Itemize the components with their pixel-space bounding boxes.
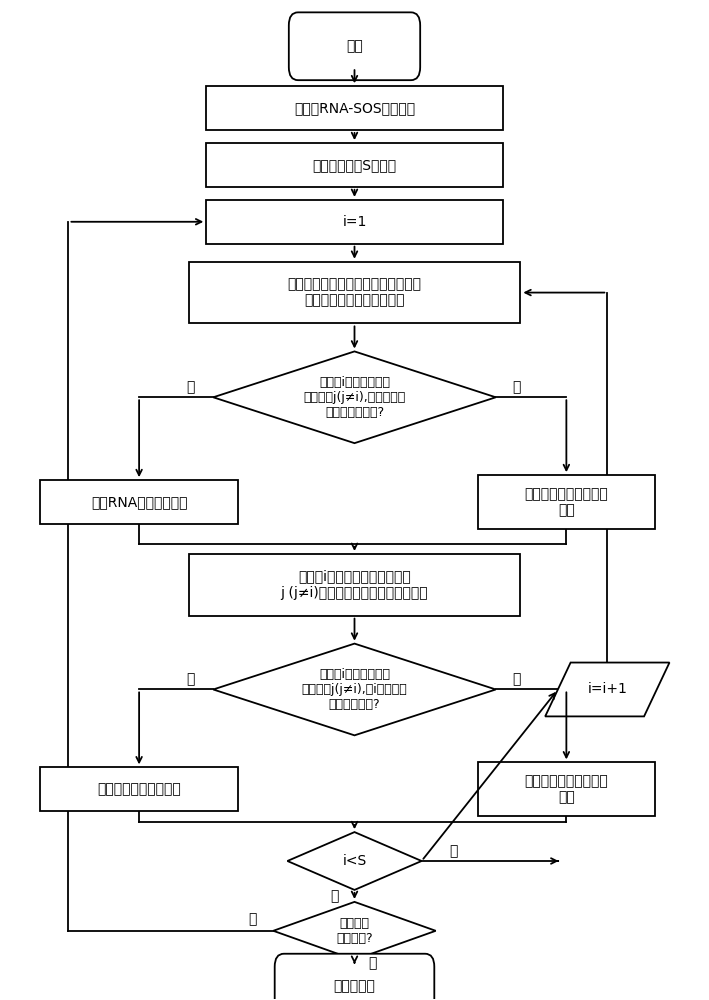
Bar	[206, 200, 503, 244]
Bar	[40, 767, 238, 811]
Bar	[206, 143, 503, 187]
Text: 进行共生生物寄生阶段
搜索: 进行共生生物寄生阶段 搜索	[525, 774, 608, 804]
Text: 是否满足
终止规则?: 是否满足 终止规则?	[336, 917, 373, 945]
Text: 是: 是	[186, 673, 194, 687]
Bar	[40, 480, 238, 524]
Text: 计算种群中所有个体的适应度值，将
其分为中性个体和有害个体: 计算种群中所有个体的适应度值，将 其分为中性个体和有害个体	[288, 277, 421, 308]
Text: 是: 是	[368, 956, 376, 970]
Text: 是: 是	[450, 844, 457, 858]
Polygon shape	[287, 832, 422, 890]
Text: 进行共生生物互利阶段
搜索: 进行共生生物互利阶段 搜索	[525, 487, 608, 517]
Bar	[478, 475, 654, 529]
Text: 否: 否	[513, 380, 521, 394]
FancyBboxPatch shape	[289, 12, 420, 80]
Bar	[478, 762, 654, 816]
Text: i<S: i<S	[342, 854, 367, 868]
Polygon shape	[213, 351, 496, 443]
Text: i=i+1: i=i+1	[587, 682, 627, 696]
Bar	[189, 262, 520, 323]
Text: 否: 否	[330, 889, 339, 903]
Text: 否: 否	[248, 912, 256, 926]
Polygon shape	[213, 644, 496, 735]
Text: 对于第i个个体，随机
选择个体j(j≠i),第i个个体是
否为中性个体?: 对于第i个个体，随机 选择个体j(j≠i),第i个个体是 否为中性个体?	[301, 668, 408, 711]
Text: 否: 否	[513, 673, 521, 687]
Polygon shape	[273, 902, 436, 960]
Text: 开始: 开始	[346, 39, 363, 53]
Text: 输出最优解: 输出最优解	[333, 980, 376, 994]
Text: 进行RNA精英交叉操作: 进行RNA精英交叉操作	[91, 495, 187, 509]
FancyBboxPatch shape	[274, 954, 435, 1000]
Text: 对于第i个个体，随机
选择个体j(j≠i),两个个体是
否均为中性个体?: 对于第i个个体，随机 选择个体j(j≠i),两个个体是 否均为中性个体?	[303, 376, 406, 419]
Polygon shape	[545, 663, 669, 716]
Bar	[189, 554, 520, 616]
Text: 进行变异寄生阶段搜索: 进行变异寄生阶段搜索	[97, 782, 181, 796]
Text: 对于第i个个体，随机选择个体
j (j≠i)，进行共生生物共栖阶段搜索: 对于第i个个体，随机选择个体 j (j≠i)，进行共生生物共栖阶段搜索	[281, 570, 428, 600]
Text: 是: 是	[186, 380, 194, 394]
Text: 初始化RNA-SOS算法参数: 初始化RNA-SOS算法参数	[294, 101, 415, 115]
Bar	[206, 86, 503, 130]
Text: 初始化大小为S的种群: 初始化大小为S的种群	[313, 158, 396, 172]
Text: i=1: i=1	[342, 215, 367, 229]
